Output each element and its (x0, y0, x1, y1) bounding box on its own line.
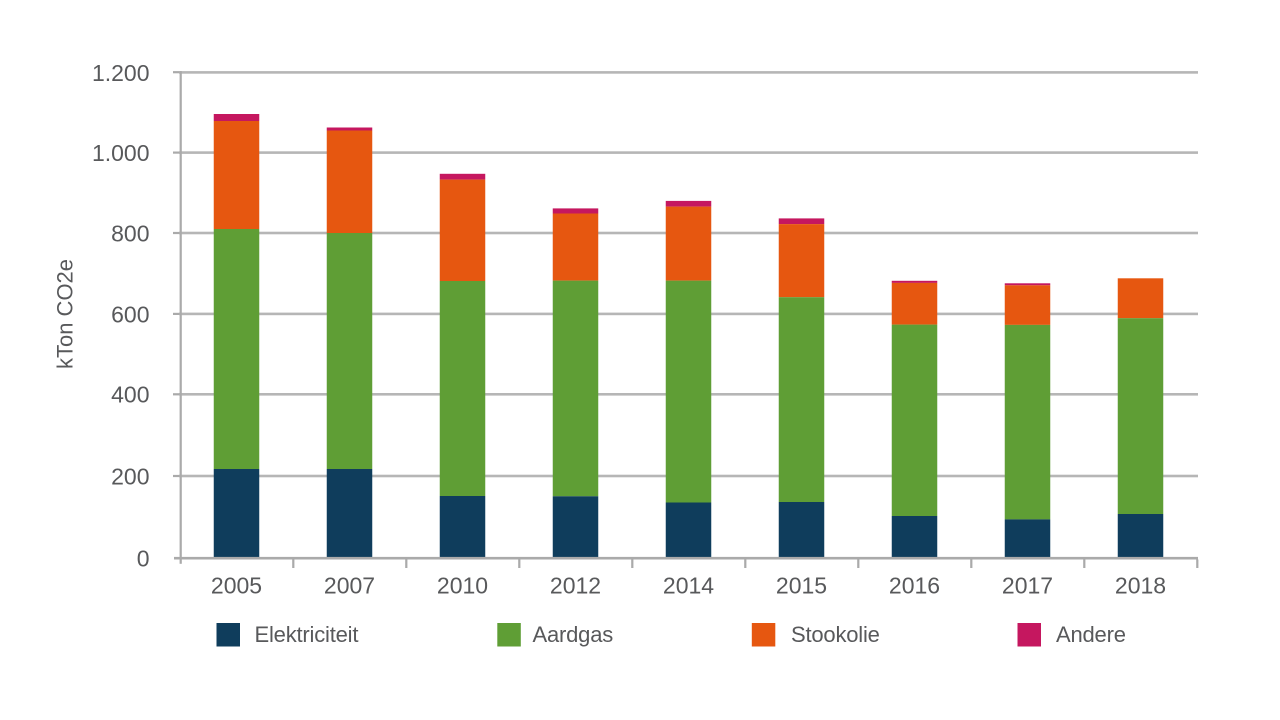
svg-text:2005: 2005 (211, 572, 262, 598)
svg-text:kTon CO2e: kTon CO2e (53, 259, 78, 369)
svg-text:Elektriciteit: Elektriciteit (255, 622, 359, 647)
svg-text:2016: 2016 (889, 572, 940, 598)
svg-text:1.000: 1.000 (92, 140, 150, 166)
svg-text:1.200: 1.200 (92, 60, 150, 86)
svg-text:2012: 2012 (550, 572, 601, 598)
svg-text:2010: 2010 (437, 572, 488, 598)
svg-text:Aardgas: Aardgas (533, 622, 614, 647)
svg-text:0: 0 (137, 546, 150, 572)
svg-text:600: 600 (111, 301, 149, 327)
svg-text:Stookolie: Stookolie (791, 622, 880, 647)
svg-text:2018: 2018 (1115, 572, 1166, 598)
svg-text:2017: 2017 (1002, 572, 1053, 598)
svg-text:800: 800 (111, 220, 149, 246)
svg-text:200: 200 (111, 463, 149, 489)
svg-text:400: 400 (111, 382, 149, 408)
svg-text:2014: 2014 (663, 572, 714, 598)
svg-text:2007: 2007 (324, 572, 375, 598)
svg-text:2015: 2015 (776, 572, 827, 598)
svg-text:Andere: Andere (1056, 622, 1126, 647)
